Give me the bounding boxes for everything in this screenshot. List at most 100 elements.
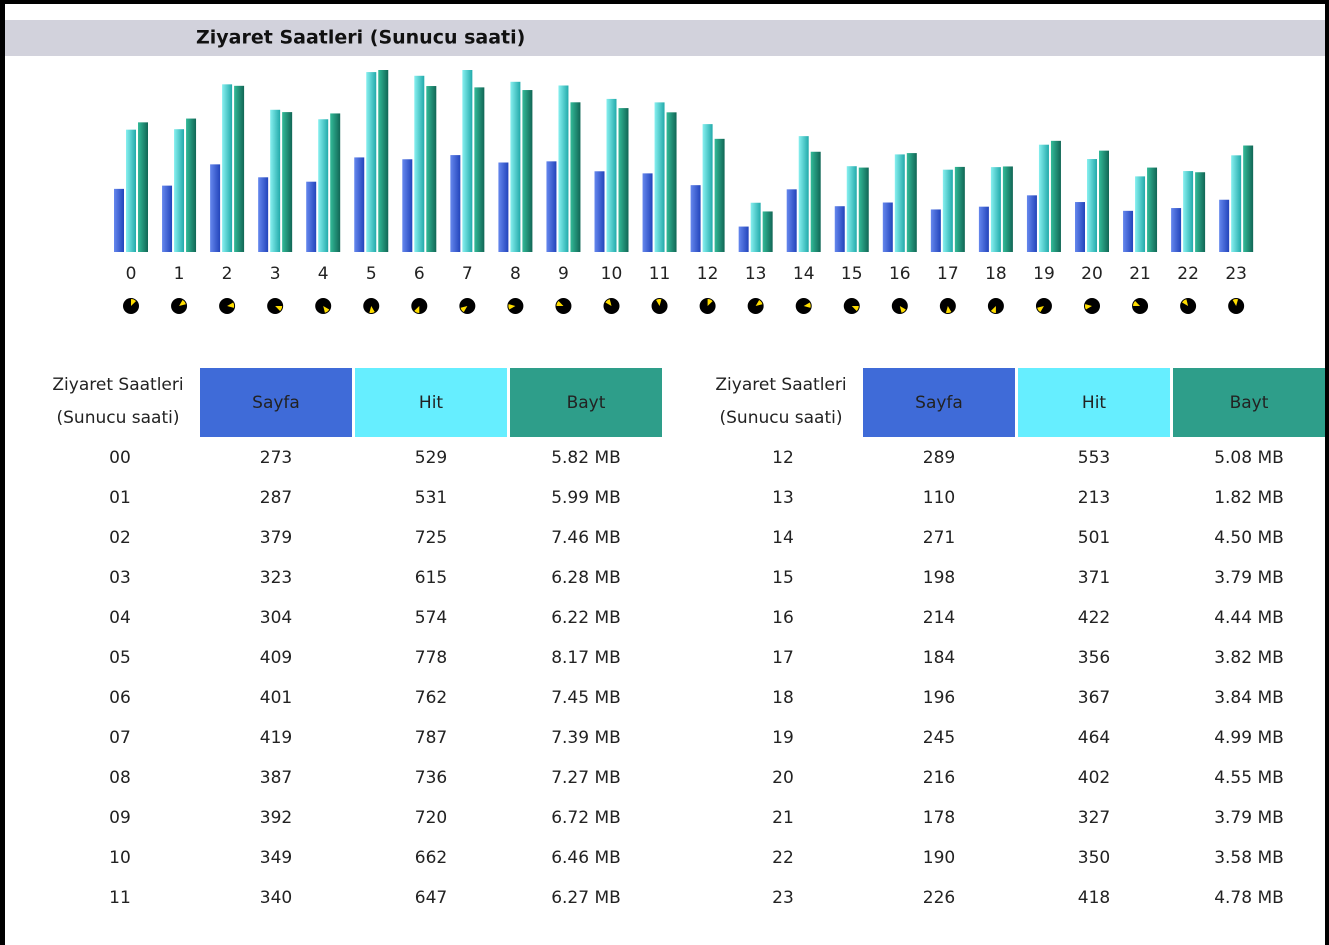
- clock-hand: [803, 302, 811, 308]
- column-header: Bayt: [567, 393, 606, 413]
- pages-bar: [354, 157, 365, 252]
- pages-bar: [114, 188, 124, 252]
- bytes-cell: 6.27 MB: [551, 888, 621, 908]
- hits-bar: [1231, 155, 1242, 252]
- column-header: Hit: [1082, 393, 1107, 413]
- hits-cell: 762: [415, 688, 447, 708]
- header-cell: [863, 368, 1015, 437]
- pages-cell: 198: [923, 568, 955, 588]
- pages-bar: [1026, 195, 1037, 252]
- pages-bar: [930, 209, 941, 252]
- pages-bar: [690, 185, 701, 252]
- hits-bar: [846, 166, 857, 252]
- hits-cell: 647: [415, 888, 447, 908]
- hour-label: 19: [1033, 264, 1055, 284]
- bytes-bar: [954, 166, 965, 252]
- hour-label: 15: [841, 264, 863, 284]
- column-header: Ziyaret Saatleri: [52, 375, 183, 395]
- hour-label: 6: [414, 264, 425, 284]
- pages-cell: 287: [260, 488, 292, 508]
- bytes-cell: 1.82 MB: [1214, 488, 1284, 508]
- bytes-bar: [570, 102, 581, 252]
- hour-label: 13: [745, 264, 767, 284]
- bytes-bar: [1243, 145, 1254, 252]
- hour-cell: 14: [772, 528, 794, 548]
- hour-label: 9: [558, 264, 569, 284]
- bytes-cell: 3.58 MB: [1214, 848, 1284, 868]
- hits-bar: [174, 129, 185, 252]
- hits-bar: [942, 169, 953, 252]
- pages-cell: 340: [260, 888, 292, 908]
- hour-label: 20: [1081, 264, 1103, 284]
- column-header: Hit: [419, 393, 444, 413]
- bytes-bar: [714, 138, 725, 252]
- header-cell: [510, 368, 662, 437]
- hits-cell: 778: [415, 648, 447, 668]
- clock-hand: [899, 306, 906, 313]
- pages-cell: 226: [923, 888, 955, 908]
- background: [5, 4, 1325, 945]
- bytes-cell: 7.27 MB: [551, 768, 621, 788]
- bytes-cell: 4.78 MB: [1214, 888, 1284, 908]
- bytes-cell: 4.50 MB: [1214, 528, 1284, 548]
- bytes-cell: 5.82 MB: [551, 448, 621, 468]
- bytes-bar: [522, 90, 533, 253]
- clock-hand: [179, 299, 186, 306]
- section-title: Ziyaret Saatleri (Sunucu saati): [196, 27, 525, 49]
- hits-bar: [750, 202, 761, 252]
- hour-label: 7: [462, 264, 473, 284]
- clock-hand: [851, 306, 859, 312]
- hits-cell: 725: [415, 528, 447, 548]
- hour-label: 14: [793, 264, 815, 284]
- hour-cell: 23: [772, 888, 794, 908]
- bytes-cell: 8.17 MB: [551, 648, 621, 668]
- pages-bar: [1123, 210, 1134, 252]
- hits-cell: 615: [415, 568, 447, 588]
- hits-cell: 720: [415, 808, 447, 828]
- clock-hand: [656, 299, 662, 306]
- pages-bar: [450, 155, 461, 252]
- header-cell: [200, 368, 352, 437]
- hour-label: 3: [270, 264, 281, 284]
- hits-bar: [1135, 176, 1146, 252]
- hour-cell: 06: [109, 688, 131, 708]
- hour-cell: 19: [772, 728, 794, 748]
- hour-cell: 05: [109, 648, 131, 668]
- clock-hand: [1133, 300, 1141, 306]
- bytes-bar: [1099, 150, 1109, 252]
- pages-bar: [306, 181, 317, 252]
- bytes-cell: 3.79 MB: [1214, 808, 1284, 828]
- pages-cell: 273: [260, 448, 292, 468]
- clock-hand: [1037, 306, 1044, 313]
- bytes-bar: [474, 87, 485, 252]
- hits-cell: 327: [1078, 808, 1110, 828]
- hits-bar: [318, 119, 329, 253]
- header-cell: [355, 368, 507, 437]
- bytes-cell: 4.99 MB: [1214, 728, 1284, 748]
- pages-cell: 349: [260, 848, 292, 868]
- clock-hand: [460, 306, 468, 313]
- hour-label: 2: [222, 264, 233, 284]
- bytes-cell: 6.28 MB: [551, 568, 621, 588]
- hits-bar: [222, 84, 233, 253]
- hits-bar: [990, 167, 1001, 252]
- hour-cell: 03: [109, 568, 131, 588]
- hour-label: 5: [366, 264, 377, 284]
- hits-cell: 529: [415, 448, 447, 468]
- hour-label: 16: [889, 264, 911, 284]
- clock-hand: [414, 306, 420, 313]
- bytes-cell: 5.99 MB: [551, 488, 621, 508]
- hits-bar: [1183, 171, 1194, 252]
- pages-cell: 184: [923, 648, 955, 668]
- hour-cell: 18: [772, 688, 794, 708]
- hour-label: 10: [601, 264, 623, 284]
- bytes-bar: [1002, 166, 1013, 252]
- hour-label: 23: [1225, 264, 1247, 284]
- header-bar: [5, 20, 1325, 56]
- hits-bar: [894, 154, 905, 252]
- pages-cell: 323: [260, 568, 292, 588]
- hits-bar: [270, 109, 281, 252]
- hits-bar: [462, 70, 473, 252]
- hits-cell: 787: [415, 728, 447, 748]
